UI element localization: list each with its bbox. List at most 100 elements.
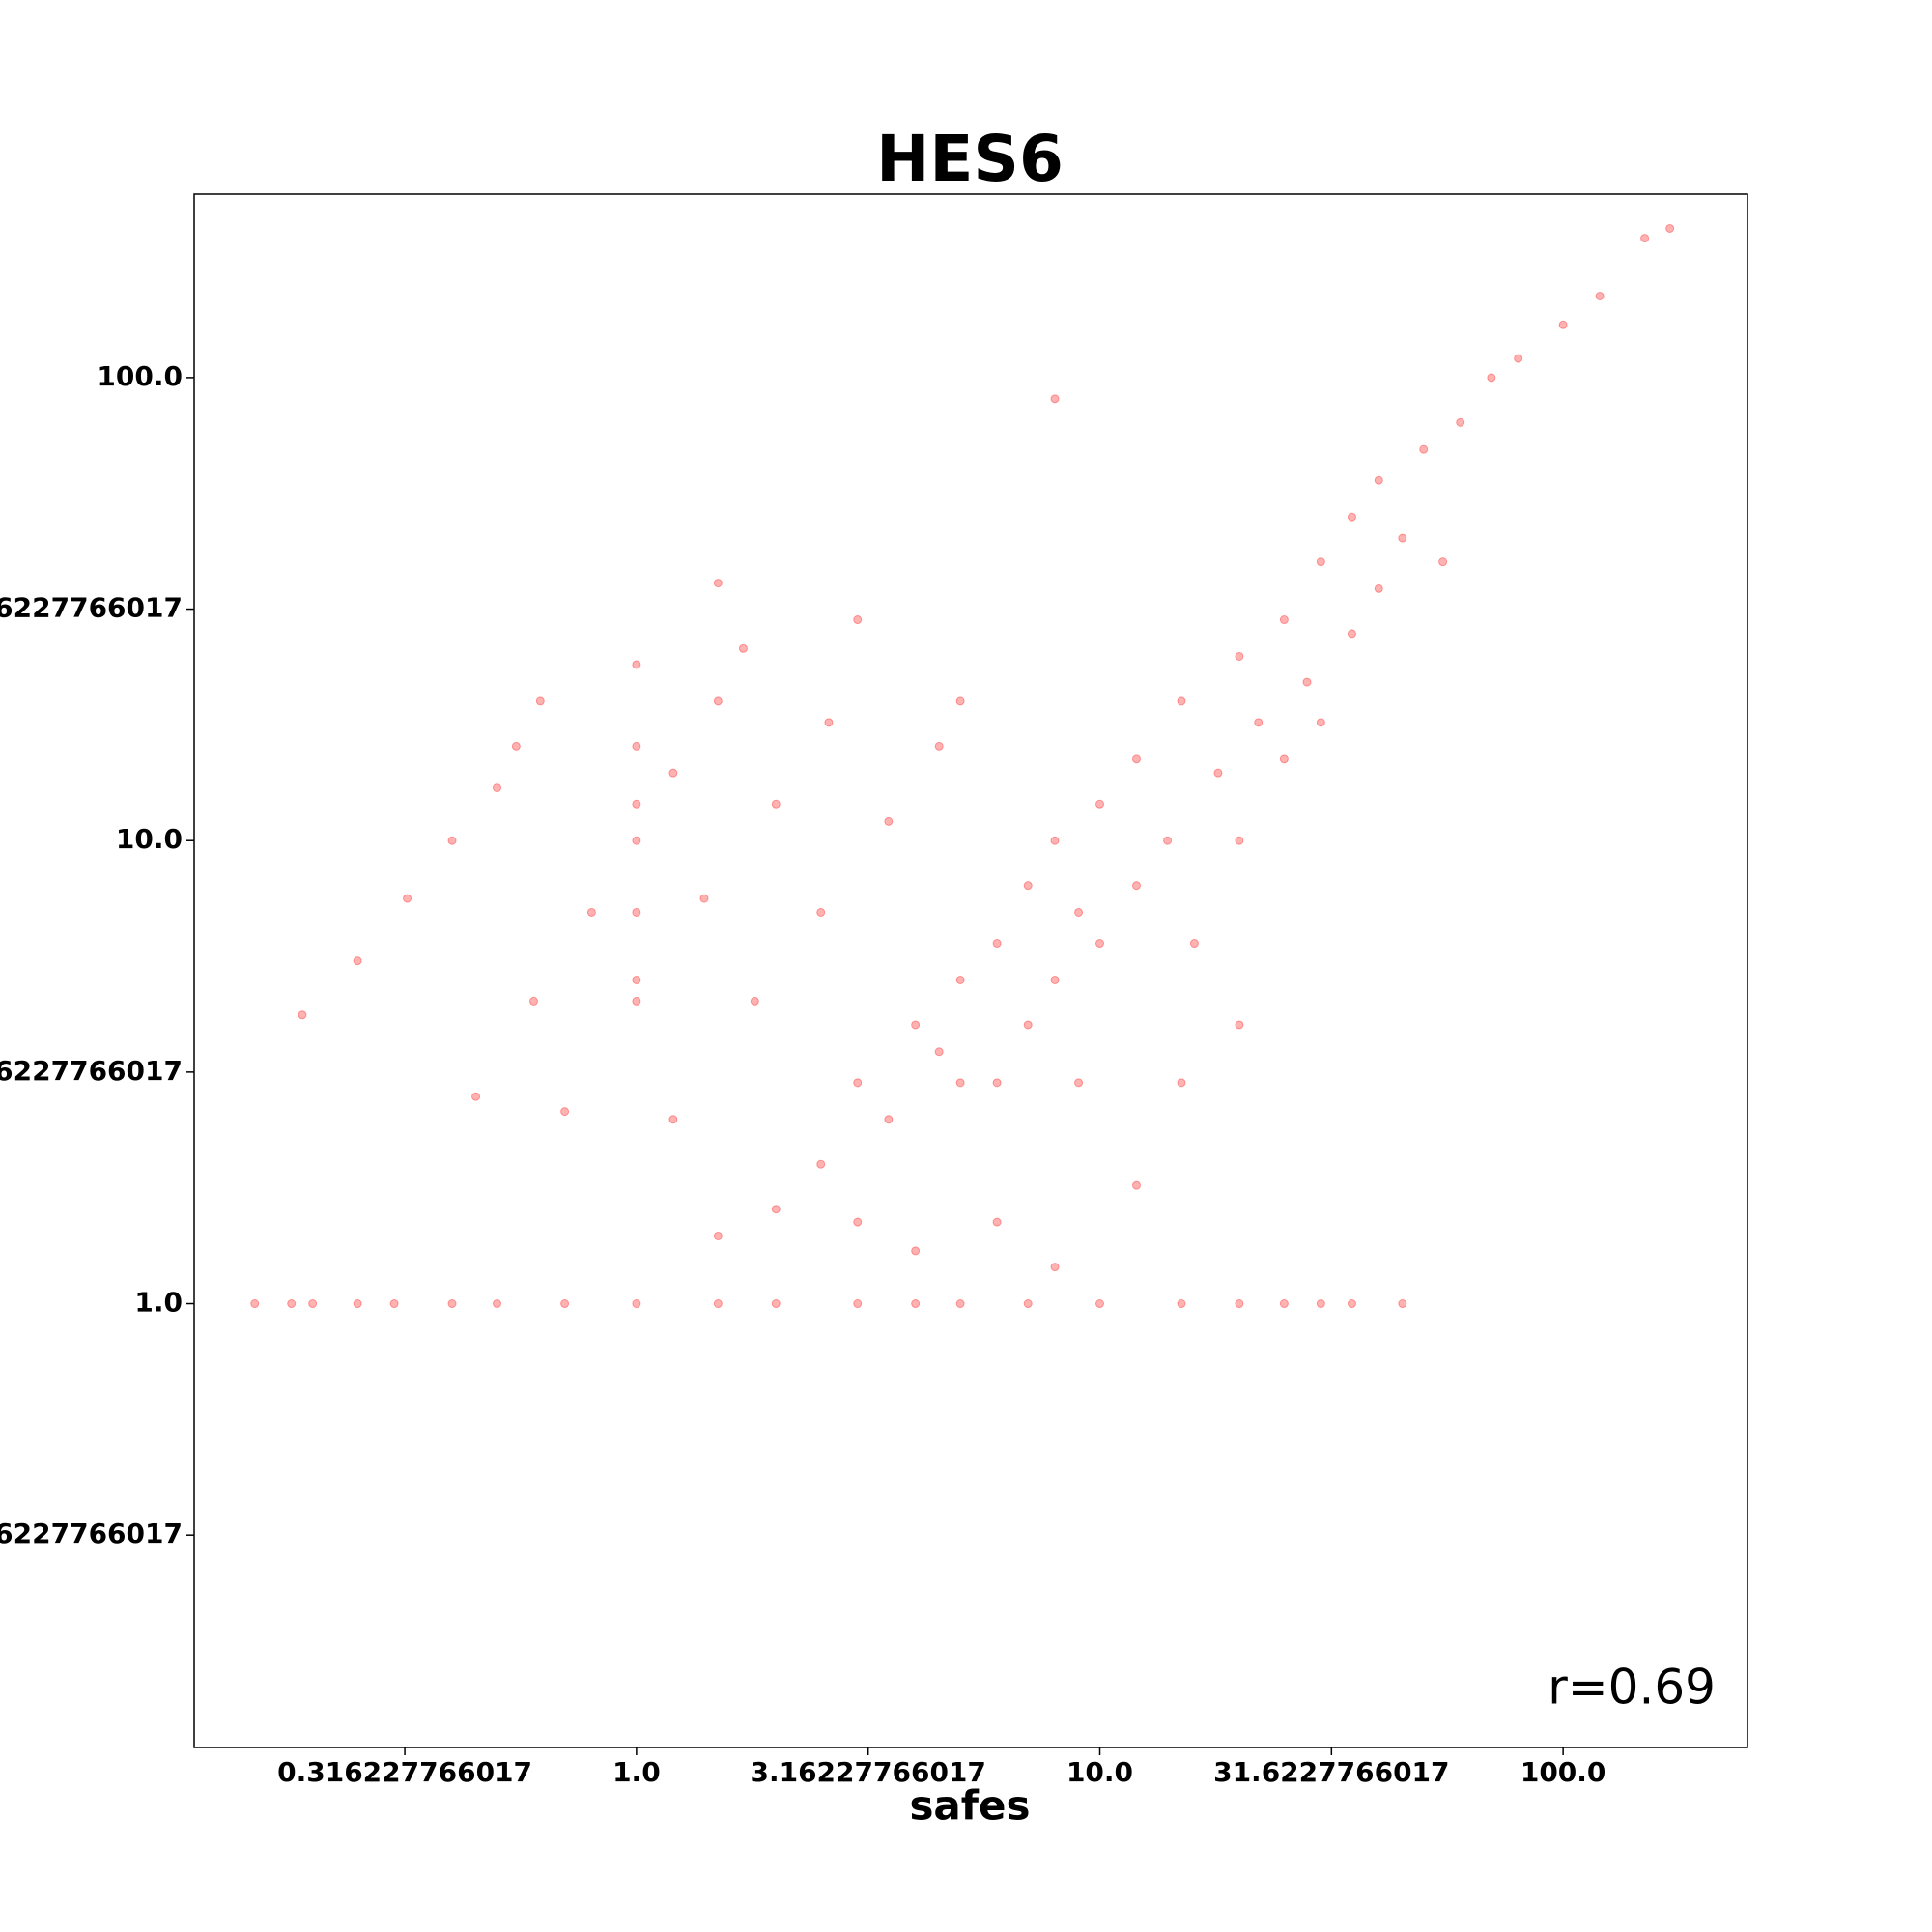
x-tick-label: 10.0 bbox=[1066, 1756, 1133, 1788]
point bbox=[250, 1299, 260, 1309]
point bbox=[1095, 1299, 1105, 1309]
point bbox=[713, 579, 723, 588]
point bbox=[1050, 836, 1060, 845]
point bbox=[493, 783, 502, 793]
point bbox=[1347, 512, 1356, 522]
point bbox=[911, 1020, 921, 1030]
point bbox=[668, 1115, 678, 1124]
point bbox=[1131, 881, 1141, 891]
x-tick-label: 1.0 bbox=[612, 1756, 661, 1788]
point bbox=[771, 799, 781, 809]
point bbox=[1235, 1299, 1244, 1309]
point bbox=[955, 696, 965, 706]
point bbox=[1235, 1020, 1244, 1030]
point bbox=[1023, 1020, 1033, 1030]
point bbox=[816, 1159, 826, 1169]
point bbox=[750, 996, 759, 1006]
y-tick-label: 100.0 bbox=[97, 360, 183, 392]
point bbox=[1456, 417, 1465, 427]
point bbox=[771, 1205, 781, 1214]
y-tick-label: 0.316227766017 bbox=[0, 1518, 183, 1549]
point bbox=[884, 1115, 894, 1124]
point bbox=[853, 1217, 863, 1227]
point bbox=[1374, 583, 1383, 593]
point bbox=[632, 907, 641, 917]
point bbox=[1347, 1299, 1356, 1309]
point bbox=[1074, 1078, 1084, 1088]
point bbox=[1514, 354, 1523, 363]
point bbox=[713, 1299, 723, 1309]
point bbox=[632, 836, 641, 845]
point bbox=[1050, 394, 1060, 404]
point bbox=[447, 1299, 457, 1309]
point bbox=[632, 1299, 641, 1309]
point bbox=[511, 741, 521, 751]
point bbox=[403, 894, 412, 903]
point bbox=[1235, 651, 1244, 661]
point bbox=[1131, 754, 1141, 764]
point bbox=[713, 696, 723, 706]
x-axis-label: safes bbox=[909, 1782, 1030, 1830]
point bbox=[632, 976, 641, 985]
point bbox=[353, 1299, 362, 1309]
point bbox=[493, 1299, 502, 1309]
point bbox=[1279, 1299, 1289, 1309]
point bbox=[298, 1010, 307, 1020]
point bbox=[934, 741, 944, 751]
point bbox=[1177, 1078, 1186, 1088]
point bbox=[560, 1107, 570, 1117]
point bbox=[535, 696, 545, 706]
point bbox=[738, 643, 748, 653]
point bbox=[353, 956, 362, 966]
point bbox=[1050, 976, 1060, 985]
point bbox=[699, 894, 709, 903]
point bbox=[955, 1299, 965, 1309]
point bbox=[560, 1299, 570, 1309]
point bbox=[1316, 557, 1325, 567]
point bbox=[632, 660, 641, 669]
y-tick-label: 1.0 bbox=[134, 1287, 183, 1319]
point bbox=[1398, 1299, 1407, 1309]
point bbox=[586, 907, 596, 917]
point bbox=[771, 1299, 781, 1309]
point bbox=[632, 799, 641, 809]
chart-title: HES6 bbox=[876, 122, 1064, 196]
point bbox=[1095, 799, 1105, 809]
point bbox=[287, 1299, 297, 1309]
point bbox=[528, 996, 538, 1006]
point bbox=[1177, 696, 1186, 706]
point bbox=[632, 741, 641, 751]
point bbox=[992, 939, 1002, 949]
plot-area bbox=[250, 223, 1675, 1309]
point bbox=[853, 1299, 863, 1309]
point bbox=[1665, 223, 1675, 233]
point bbox=[1316, 1299, 1325, 1309]
point bbox=[853, 615, 863, 625]
point bbox=[1640, 234, 1650, 243]
y-tick-label: 10.0 bbox=[116, 823, 183, 855]
point bbox=[816, 907, 826, 917]
point bbox=[884, 816, 894, 826]
x-tick-label: 3.16227766017 bbox=[750, 1756, 985, 1788]
point bbox=[1438, 557, 1448, 567]
point bbox=[1131, 1180, 1141, 1190]
point bbox=[992, 1217, 1002, 1227]
point bbox=[1302, 677, 1312, 687]
point bbox=[1419, 444, 1429, 454]
point bbox=[1347, 629, 1356, 639]
point bbox=[1163, 836, 1173, 845]
point bbox=[1074, 907, 1084, 917]
y-tick-label: 31.6227766017 bbox=[0, 592, 183, 624]
plot-frame bbox=[193, 193, 1748, 1748]
point bbox=[955, 976, 965, 985]
point bbox=[934, 1047, 944, 1057]
point bbox=[1050, 1263, 1060, 1272]
point bbox=[1374, 475, 1383, 485]
point bbox=[955, 1078, 965, 1088]
x-tick-label: 31.6227766017 bbox=[1213, 1756, 1449, 1788]
point bbox=[1279, 615, 1289, 625]
point bbox=[1023, 881, 1033, 891]
point bbox=[1595, 292, 1605, 301]
